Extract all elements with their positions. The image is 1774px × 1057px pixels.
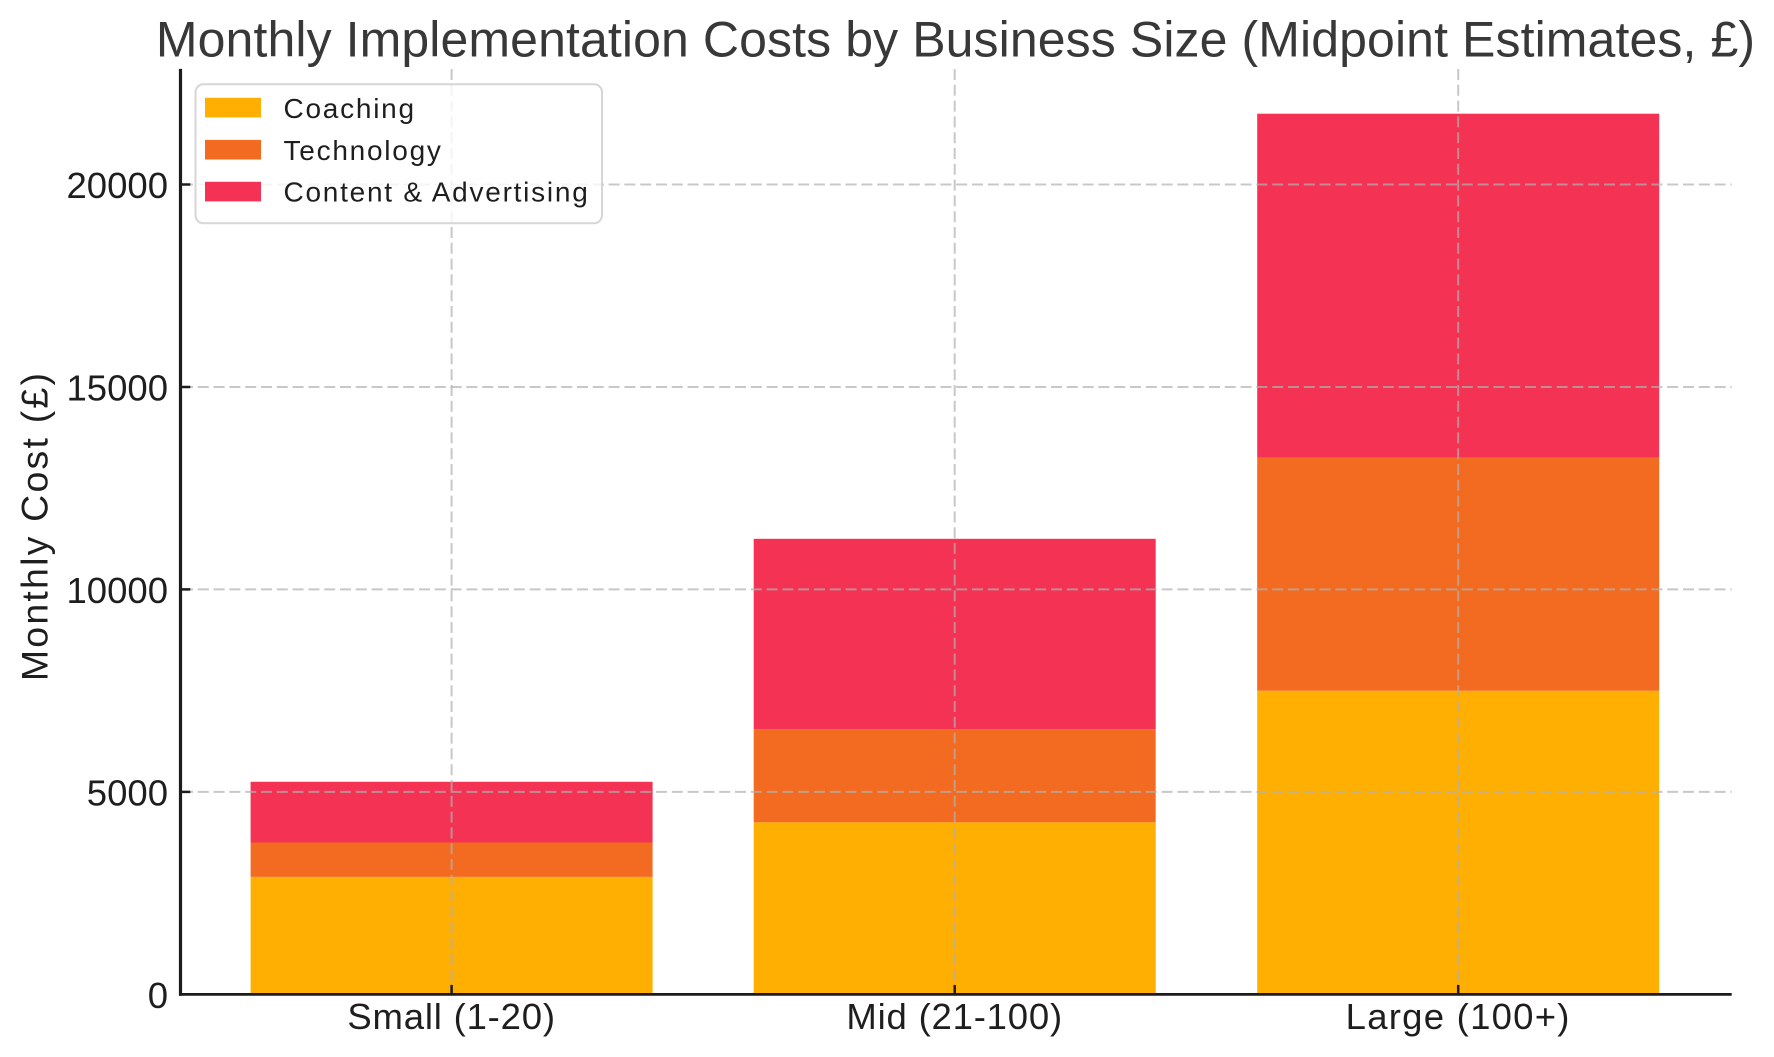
svg-text:Small (1-20): Small (1-20)	[347, 996, 555, 1037]
svg-text:Monthly Cost (£): Monthly Cost (£)	[14, 371, 56, 681]
svg-text:Content & Advertising: Content & Advertising	[284, 177, 590, 208]
svg-text:10000: 10000	[67, 570, 169, 611]
svg-text:Coaching: Coaching	[284, 93, 416, 124]
svg-text:5000: 5000	[87, 773, 168, 814]
svg-text:15000: 15000	[67, 368, 169, 409]
svg-text:Large (100+): Large (100+)	[1346, 996, 1571, 1037]
svg-text:0: 0	[148, 975, 168, 1016]
svg-text:Monthly Implementation Costs b: Monthly Implementation Costs by Business…	[156, 11, 1755, 67]
svg-text:Mid (21-100): Mid (21-100)	[846, 996, 1063, 1037]
svg-text:Technology: Technology	[284, 135, 443, 166]
svg-text:20000: 20000	[67, 165, 169, 206]
